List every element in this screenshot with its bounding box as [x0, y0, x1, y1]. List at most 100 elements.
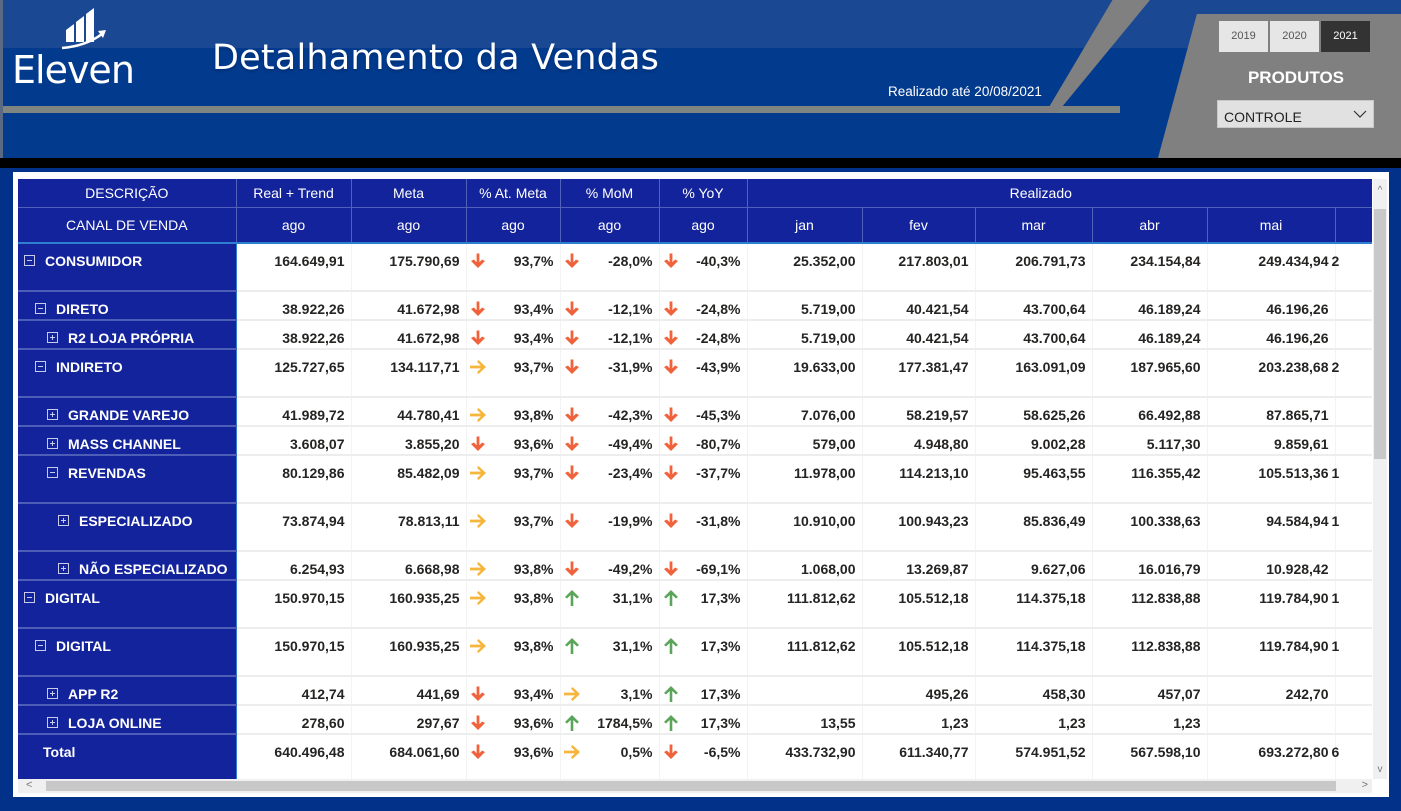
col-header-ago[interactable]: ago: [236, 206, 352, 244]
table-row[interactable]: CONSUMIDOR 164.649,91 175.790,69 93,7% -28,0…: [18, 243, 1372, 292]
expand-icon[interactable]: [47, 688, 58, 699]
cell-fev: 105.512,18: [862, 628, 976, 677]
table-row[interactable]: DIGITAL 150.970,15 160.935,25 93,8% 31,1% 17,…: [18, 628, 1372, 677]
cell-mai: 87.865,71: [1207, 397, 1336, 427]
cell-real_trend: 640.496,48: [236, 734, 352, 780]
cell-yoy: -31,8%: [659, 503, 748, 552]
cell-meta: 684.061,60: [351, 734, 467, 780]
expand-icon[interactable]: [47, 332, 58, 343]
row-label: INDIRETO: [56, 359, 123, 375]
row-header[interactable]: GRANDE VAREJO: [18, 397, 237, 427]
row-header[interactable]: CONSUMIDOR: [18, 243, 237, 292]
table-row[interactable]: MASS CHANNEL 3.608,07 3.855,20 93,6% -49,4% -…: [18, 426, 1372, 456]
col-header-ago[interactable]: ago: [466, 206, 561, 244]
row-header[interactable]: DIRETO: [18, 291, 237, 321]
vertical-scroll-thumb[interactable]: [1374, 209, 1386, 459]
arrow-right-icon: [563, 687, 580, 701]
expand-icon[interactable]: [47, 717, 58, 728]
col-header-mai[interactable]: mai: [1207, 206, 1336, 244]
cell-at_meta: 93,8%: [466, 628, 561, 677]
col-header-mom[interactable]: % MoM: [560, 179, 660, 207]
arrow-down-icon: [663, 407, 678, 422]
row-header[interactable]: MASS CHANNEL: [18, 426, 237, 456]
col-header-mar[interactable]: mar: [975, 206, 1093, 244]
row-header[interactable]: DIGITAL: [18, 628, 237, 677]
col-header-descricao[interactable]: DESCRIÇÃO: [18, 179, 237, 207]
arrow-up-icon: [663, 686, 678, 702]
header-gray-stripe: [0, 106, 1120, 113]
cell-at_meta: 93,8%: [466, 551, 561, 581]
arrow-down-icon: [564, 513, 579, 528]
col-header-realizado[interactable]: Realizado: [747, 179, 1372, 207]
col-header-meta[interactable]: Meta: [351, 179, 467, 207]
collapse-icon[interactable]: [24, 592, 35, 603]
horizontal-scrollbar[interactable]: < >: [18, 779, 1372, 793]
row-header[interactable]: APP R2: [18, 676, 237, 706]
table-row[interactable]: NÃO ESPECIALIZADO 6.254,93 6.668,98 93,8% -4…: [18, 551, 1372, 581]
cell-fev: 105.512,18: [862, 580, 976, 629]
table-row[interactable]: R2 LOJA PRÓPRIA 38.922,26 41.672,98 93,4% -1…: [18, 320, 1372, 350]
row-header[interactable]: ESPECIALIZADO: [18, 503, 237, 552]
produtos-dropdown[interactable]: CONTROLE: [1217, 100, 1374, 128]
vertical-scrollbar[interactable]: ^ v: [1373, 179, 1387, 779]
scroll-up-icon[interactable]: ^: [1377, 185, 1383, 196]
expand-icon[interactable]: [58, 563, 69, 574]
arrow-down-icon: [663, 513, 678, 528]
row-header[interactable]: REVENDAS: [18, 455, 237, 504]
col-header-canal[interactable]: CANAL DE VENDA: [18, 206, 237, 244]
scroll-left-icon[interactable]: <: [26, 779, 33, 791]
col-header-ago[interactable]: ago: [351, 206, 467, 244]
cell-yoy: -24,8%: [659, 291, 748, 321]
col-header-ago[interactable]: ago: [659, 206, 748, 244]
table-row[interactable]: GRANDE VAREJO 41.989,72 44.780,41 93,8% -42,…: [18, 397, 1372, 427]
col-header-abr[interactable]: abr: [1092, 206, 1208, 244]
col-header-jan[interactable]: jan: [747, 206, 863, 244]
row-header[interactable]: INDIRETO: [18, 349, 237, 398]
row-header[interactable]: Total: [18, 734, 237, 780]
year-tab-2021[interactable]: 2021: [1321, 21, 1370, 52]
table-row[interactable]: APP R2 412,74 441,69 93,4% 3,1% 17,3% 495,26 45…: [18, 676, 1372, 706]
expand-icon[interactable]: [47, 438, 58, 449]
expand-icon[interactable]: [47, 409, 58, 420]
table-row[interactable]: INDIRETO 125.727,65 134.117,71 93,7% -31,9% -…: [18, 349, 1372, 398]
collapse-icon[interactable]: [24, 255, 35, 266]
collapse-icon[interactable]: [35, 361, 46, 372]
collapse-icon[interactable]: [35, 640, 46, 651]
arrow-right-icon: [469, 562, 486, 576]
table-row[interactable]: DIGITAL 150.970,15 160.935,25 93,8% 31,1% 17,…: [18, 580, 1372, 629]
col-header-at-meta[interactable]: % At. Meta: [466, 179, 561, 207]
header-left-edge: [0, 0, 3, 158]
cell-mai: 242,70: [1207, 676, 1336, 706]
table-row[interactable]: Total 640.496,48 684.061,60 93,6% 0,5% -6,5% 4…: [18, 734, 1372, 780]
arrow-up-icon: [663, 715, 678, 731]
cell-fev: 495,26: [862, 676, 976, 706]
row-label: DIGITAL: [56, 638, 111, 654]
cell-at_meta: 93,4%: [466, 320, 561, 350]
col-header-real-trend[interactable]: Real + Trend: [236, 179, 352, 207]
row-header[interactable]: DIGITAL: [18, 580, 237, 629]
scroll-down-icon[interactable]: v: [1377, 764, 1383, 775]
cell-real_trend: 73.874,94: [236, 503, 352, 552]
year-tab-2019[interactable]: 2019: [1219, 21, 1268, 52]
cell-meta: 85.482,09: [351, 455, 467, 504]
scroll-right-icon[interactable]: >: [1361, 779, 1368, 791]
collapse-icon[interactable]: [47, 467, 58, 478]
table-row[interactable]: LOJA ONLINE 278,60 297,67 93,6% 1784,5% 17,3%…: [18, 705, 1372, 735]
year-tab-2020[interactable]: 2020: [1270, 21, 1319, 52]
horizontal-scroll-thumb[interactable]: [46, 781, 1336, 791]
col-header-ago[interactable]: ago: [560, 206, 660, 244]
collapse-icon[interactable]: [35, 303, 46, 314]
row-header[interactable]: NÃO ESPECIALIZADO: [18, 551, 237, 581]
col-header-jun[interactable]: [1335, 206, 1372, 244]
table-row[interactable]: DIRETO 38.922,26 41.672,98 93,4% -12,1% -24,8…: [18, 291, 1372, 321]
table-row[interactable]: ESPECIALIZADO 73.874,94 78.813,11 93,7% -19,…: [18, 503, 1372, 552]
table-row[interactable]: REVENDAS 80.129,86 85.482,09 93,7% -23,4% -37…: [18, 455, 1372, 504]
bar-chart-logo-icon: [61, 8, 106, 50]
cell-jan: 11.978,00: [747, 455, 863, 504]
row-header[interactable]: LOJA ONLINE: [18, 705, 237, 735]
cell-jun: [1335, 676, 1372, 706]
row-header[interactable]: R2 LOJA PRÓPRIA: [18, 320, 237, 350]
col-header-fev[interactable]: fev: [862, 206, 976, 244]
expand-icon[interactable]: [58, 515, 69, 526]
col-header-yoy[interactable]: % YoY: [659, 179, 748, 207]
